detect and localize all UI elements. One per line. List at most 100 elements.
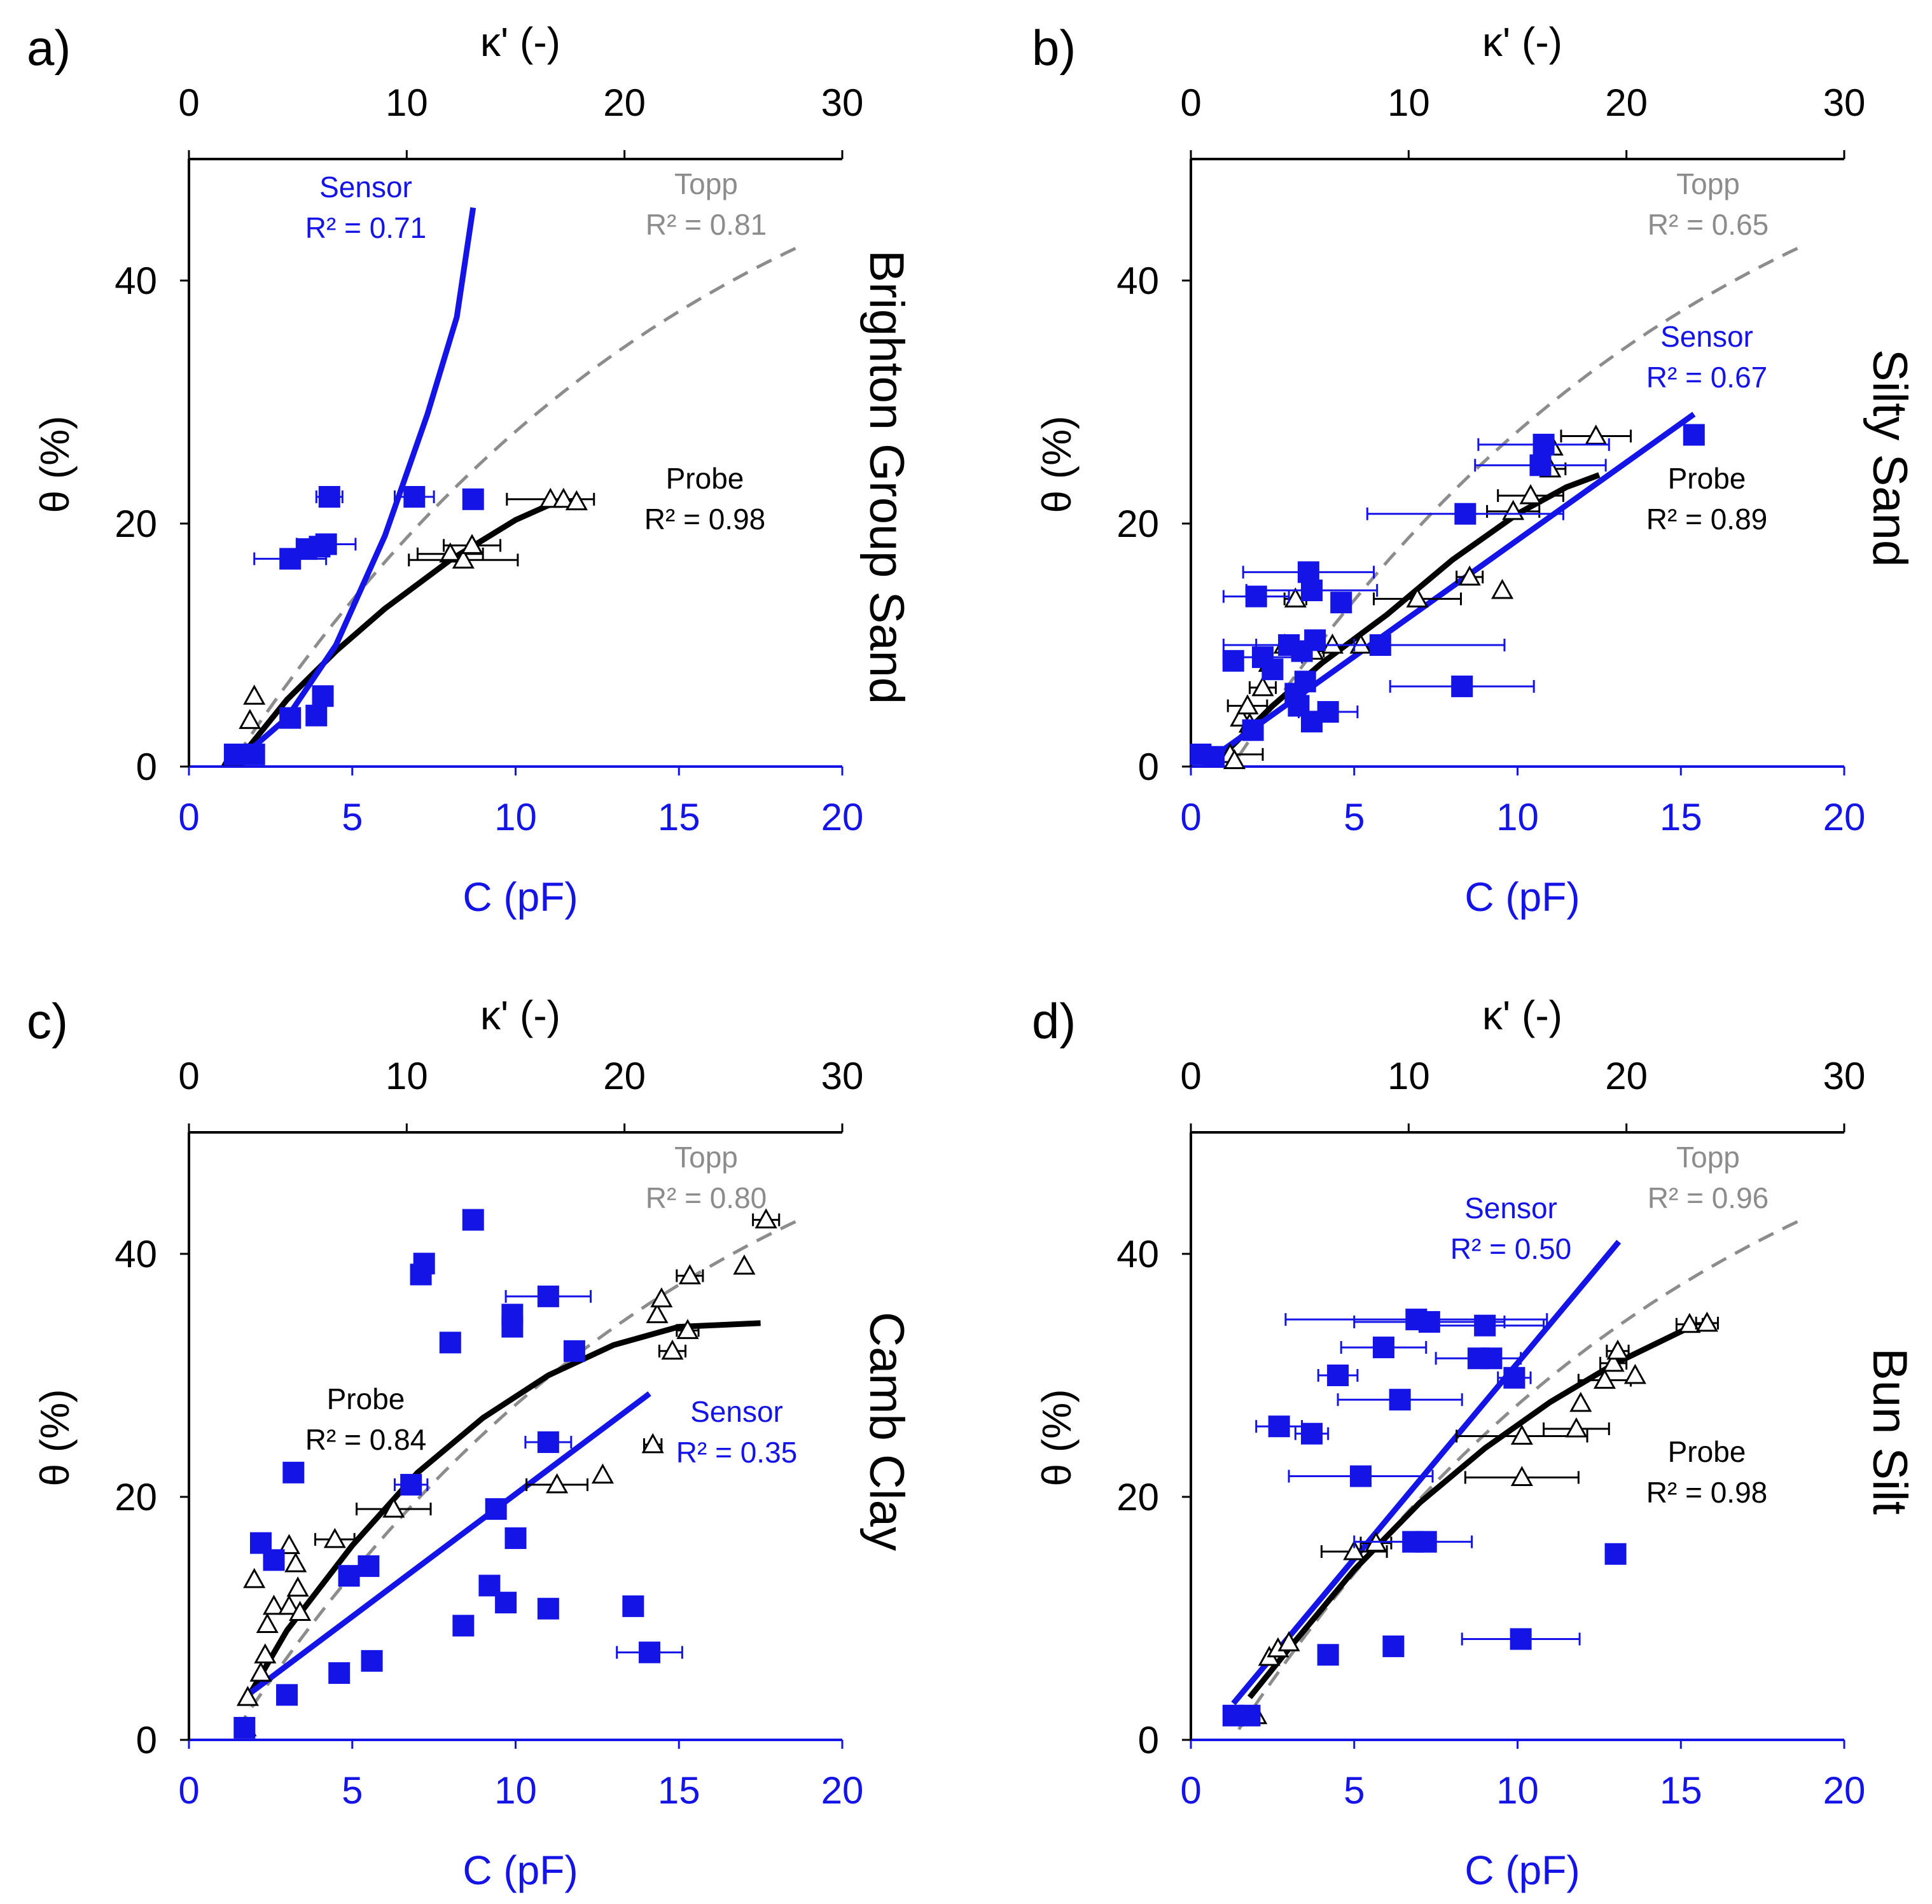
probe-point xyxy=(1251,676,1274,697)
sensor-point xyxy=(361,1650,383,1672)
top-axis-label: κ' (-) xyxy=(480,992,560,1038)
sensor-point xyxy=(462,488,484,510)
left-tick-label: 40 xyxy=(115,260,157,302)
probe-point xyxy=(1519,483,1542,504)
probe-point xyxy=(1343,1539,1366,1560)
probe-annotation-r2: R² = 0.84 xyxy=(305,1423,427,1456)
probe-point xyxy=(1510,1466,1533,1486)
probe-annotation-name: Probe xyxy=(327,1382,405,1415)
bottom-tick-label: 15 xyxy=(658,796,700,838)
sensor-point xyxy=(1350,1465,1372,1487)
sensor-point xyxy=(1202,746,1225,768)
probe-annotation-name: Probe xyxy=(1668,462,1746,495)
topp-annotation-r2: R² = 0.81 xyxy=(646,208,767,241)
sensor-point xyxy=(537,1431,559,1454)
top-axis-label: κ' (-) xyxy=(1482,19,1562,65)
probe-point xyxy=(676,1319,699,1339)
sensor-point xyxy=(1330,592,1352,614)
left-tick-label: 20 xyxy=(115,503,157,545)
sensor-point xyxy=(1372,1337,1394,1359)
sensor-point xyxy=(495,1592,517,1614)
sensor-point xyxy=(1510,1628,1532,1650)
sensor-point xyxy=(504,1527,527,1549)
sensor-point xyxy=(1529,454,1552,476)
probe-point xyxy=(1277,1631,1300,1651)
sensor-point xyxy=(276,1684,298,1706)
sensor-point xyxy=(1480,1347,1503,1370)
bottom-tick-label: 5 xyxy=(1344,796,1365,838)
bottom-axis-label: C (pF) xyxy=(1464,1847,1580,1893)
sensor-point xyxy=(263,1549,285,1571)
bottom-tick-label: 20 xyxy=(1823,796,1866,838)
sensor-point xyxy=(501,1303,524,1326)
sensor-point xyxy=(1683,424,1705,446)
panel-title: Silty Sand xyxy=(1863,349,1917,567)
probe-point xyxy=(1406,587,1429,608)
top-tick-label: 0 xyxy=(1180,81,1201,124)
probe-point xyxy=(1695,1311,1718,1332)
probe-point xyxy=(1602,1351,1625,1372)
probe-point xyxy=(289,1601,312,1621)
probe-point xyxy=(249,1661,272,1682)
topp-curve xyxy=(235,243,804,757)
topp-annotation-r2: R² = 0.65 xyxy=(1648,208,1769,241)
probe-point xyxy=(754,1208,777,1229)
probe-point xyxy=(439,542,462,563)
sensor-point xyxy=(1261,658,1284,681)
sensor-fit-line xyxy=(236,207,476,763)
sensor-point xyxy=(1389,1389,1411,1411)
probe-point xyxy=(277,1534,301,1554)
panel-label: c) xyxy=(27,993,68,1049)
sensor-point xyxy=(1369,634,1391,656)
probe-point xyxy=(641,1433,664,1454)
bottom-tick-label: 15 xyxy=(1660,796,1702,838)
probe-point xyxy=(256,1613,279,1634)
left-axis-label: θ (%) xyxy=(1034,1389,1080,1487)
left-tick-label: 0 xyxy=(1138,1719,1159,1762)
bottom-tick-label: 20 xyxy=(821,796,864,838)
sensor-annotation-name: Sensor xyxy=(319,170,412,204)
bottom-tick-label: 15 xyxy=(658,1769,700,1812)
bottom-tick-label: 0 xyxy=(1180,796,1201,838)
left-tick-label: 20 xyxy=(1116,1476,1159,1518)
probe-point xyxy=(650,1287,673,1308)
left-tick-label: 20 xyxy=(115,1476,157,1518)
probe-point xyxy=(1623,1363,1646,1384)
sensor-point xyxy=(1245,585,1267,608)
plot-area: 0 10 20 30 0 5 10 15 20 0 20 40 Sensor R² = 0.71 Topp R… xyxy=(115,81,863,838)
sensor-point xyxy=(315,533,337,555)
top-tick-label: 0 xyxy=(1180,1055,1201,1097)
bottom-tick-label: 10 xyxy=(1496,796,1539,838)
left-tick-label: 40 xyxy=(1116,260,1159,302)
sensor-point xyxy=(328,1662,351,1684)
top-tick-label: 0 xyxy=(178,81,199,124)
bottom-tick-label: 10 xyxy=(1496,1769,1539,1812)
sensor-point xyxy=(1418,1310,1440,1333)
top-tick-label: 30 xyxy=(1823,81,1866,124)
probe-point xyxy=(1458,565,1481,586)
probe-point xyxy=(254,1643,277,1664)
topp-annotation-name: Topp xyxy=(674,167,738,200)
panel-title: Camb Clay xyxy=(859,1312,914,1551)
top-tick-label: 20 xyxy=(1605,1055,1648,1097)
sensor-point xyxy=(1317,1644,1339,1666)
probe-point xyxy=(452,548,475,569)
probe-point xyxy=(236,1686,259,1706)
top-tick-label: 10 xyxy=(386,1055,428,1097)
top-tick-label: 10 xyxy=(386,81,428,124)
probe-point xyxy=(545,1473,569,1494)
probe-point xyxy=(323,1527,346,1548)
probe-point xyxy=(277,1594,301,1615)
sensor-point xyxy=(462,1209,484,1231)
sensor-point xyxy=(1454,503,1477,525)
probe-point xyxy=(461,534,483,554)
top-tick-label: 30 xyxy=(1823,1055,1866,1097)
probe-point xyxy=(286,1576,309,1597)
panel-title: Brighton Group Sand xyxy=(859,250,914,704)
left-axis-label: θ (%) xyxy=(32,416,78,513)
sensor-point xyxy=(1451,675,1473,697)
sensor-point xyxy=(537,1285,559,1307)
panel-title: Bun Silt xyxy=(1863,1348,1917,1515)
bottom-tick-label: 10 xyxy=(494,796,537,838)
probe-point xyxy=(1510,1424,1533,1445)
